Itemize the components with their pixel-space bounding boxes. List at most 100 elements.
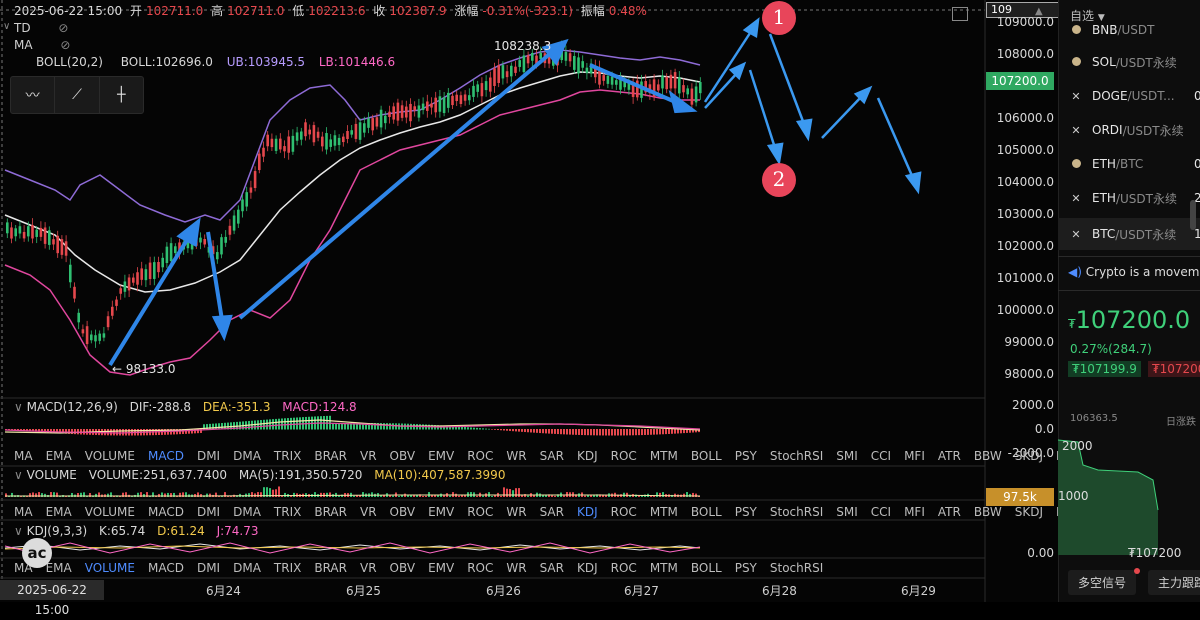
favorites-header[interactable]: 自选 ▼: [1070, 7, 1105, 24]
collapse-icon[interactable]: ∨: [14, 400, 23, 414]
indicator-tab[interactable]: StochRSI: [769, 561, 824, 575]
sidebar-scrollbar[interactable]: [1190, 200, 1196, 230]
indicator-tab[interactable]: MFI: [904, 505, 925, 519]
indicator-tab[interactable]: WR: [506, 505, 527, 519]
indicator-tab[interactable]: MTM: [649, 505, 678, 519]
chart-area[interactable]: [0, 0, 1058, 602]
collapse-icon[interactable]: ∨: [14, 524, 23, 538]
scroll-up-icon[interactable]: ▲: [1035, 6, 1043, 17]
watchlist-item[interactable]: BNB/USDT: [1058, 14, 1200, 46]
long-short-signal-button[interactable]: 多空信号: [1068, 570, 1137, 595]
indicator-tab[interactable]: MACD: [147, 561, 184, 575]
indicator-tab[interactable]: BRAR: [314, 505, 347, 519]
indicator-tab[interactable]: VOLUME: [84, 449, 135, 463]
indicator-tab[interactable]: BRAR: [314, 449, 347, 463]
indicator-tab[interactable]: ROC: [610, 505, 637, 519]
indicator-tab[interactable]: StochRSI: [769, 449, 824, 463]
collapse-icon[interactable]: ∨: [14, 468, 23, 482]
indicator-tab[interactable]: DMI: [196, 449, 221, 463]
indicator-tab[interactable]: BOLL: [690, 505, 722, 519]
indicator-tab[interactable]: DMI: [196, 561, 221, 575]
indicator-tab[interactable]: EMV: [428, 449, 455, 463]
macd-bar: [659, 429, 661, 435]
indicator-tab[interactable]: EMV: [428, 505, 455, 519]
indicator-tab[interactable]: PSY: [734, 561, 757, 575]
collapse-icon[interactable]: ∨: [3, 21, 11, 32]
indicator-tab[interactable]: SAR: [539, 449, 564, 463]
watchlist-item[interactable]: ✕ ORDI/USDT永续: [1058, 114, 1200, 146]
ma-overlay[interactable]: MA ⊘: [14, 38, 70, 52]
indicator-tab[interactable]: SAR: [539, 505, 564, 519]
indicator-tab[interactable]: DMA: [233, 561, 261, 575]
indicator-tab[interactable]: EMA: [45, 561, 72, 575]
fullscreen-icon[interactable]: [952, 7, 968, 21]
indicator-tab[interactable]: OBV: [389, 505, 416, 519]
indicator-tab[interactable]: TRIX: [273, 449, 302, 463]
indicator-tab[interactable]: MTM: [649, 561, 678, 575]
trendline-tool-icon[interactable]: ⟋: [55, 77, 100, 113]
indicator-tab[interactable]: BOLL: [690, 449, 722, 463]
indicator-tab[interactable]: MFI: [904, 449, 925, 463]
indicator-tab[interactable]: PSY: [734, 505, 757, 519]
indicator-tab[interactable]: DMA: [233, 449, 261, 463]
indicator-tab[interactable]: VR: [359, 505, 377, 519]
indicator-tab[interactable]: KDJ: [576, 449, 598, 463]
eye-hidden-icon[interactable]: ⊘: [58, 21, 69, 35]
indicator-tab[interactable]: ROC: [610, 561, 637, 575]
indicator-tab[interactable]: KDJ: [576, 561, 598, 575]
indicator-tab[interactable]: WR: [506, 561, 527, 575]
indicator-tab[interactable]: EMV: [428, 561, 455, 575]
td-overlay[interactable]: TD ⊘: [14, 21, 68, 35]
indicator-tab[interactable]: CCI: [870, 505, 892, 519]
indicator-tab[interactable]: CCI: [870, 449, 892, 463]
indicator-tab[interactable]: TRIX: [273, 505, 302, 519]
indicator-tab[interactable]: BBW: [973, 449, 1002, 463]
indicator-tab[interactable]: ROC: [467, 449, 494, 463]
wave-tool-icon[interactable]: 〰: [11, 77, 56, 113]
indicator-tab[interactable]: EMA: [45, 505, 72, 519]
indicator-tab[interactable]: KDJ: [576, 505, 598, 519]
indicator-tab[interactable]: MACD: [147, 505, 184, 519]
indicator-tab[interactable]: BRAR: [314, 561, 347, 575]
indicator-tab[interactable]: BBW: [973, 505, 1002, 519]
macd-bar: [569, 429, 571, 435]
indicator-tab[interactable]: SMI: [836, 505, 858, 519]
watchlist-item[interactable]: SOL/USDT永续: [1058, 46, 1200, 78]
horizontal-line-tool-icon[interactable]: ┼: [117, 87, 126, 103]
main-tracking-button[interactable]: 主力跟踪: [1148, 570, 1200, 595]
indicator-tab[interactable]: OBV: [389, 449, 416, 463]
indicator-tab[interactable]: MA: [14, 449, 33, 463]
indicator-tab[interactable]: SKDJ: [1014, 505, 1043, 519]
watchlist-item[interactable]: ETH/BTC 0: [1058, 148, 1200, 180]
indicator-tab[interactable]: VOLUME: [84, 561, 135, 575]
indicator-tab[interactable]: BOLL: [690, 561, 722, 575]
chart-canvas[interactable]: [0, 0, 1058, 602]
indicator-tab[interactable]: SMI: [836, 449, 858, 463]
indicator-tab[interactable]: ATR: [937, 449, 961, 463]
watchlist-item[interactable]: ✕ BTC/USDT永续 10: [1058, 218, 1200, 250]
watchlist-item[interactable]: ✕ DOGE/USDT... 0: [1058, 80, 1200, 112]
indicator-tab[interactable]: PSY: [734, 449, 757, 463]
indicator-tab[interactable]: DMA: [233, 505, 261, 519]
indicator-tab[interactable]: SAR: [539, 561, 564, 575]
indicator-tab[interactable]: StochRSI: [769, 505, 824, 519]
indicator-tab[interactable]: TRIX: [273, 561, 302, 575]
indicator-tab[interactable]: OBV: [389, 561, 416, 575]
indicator-tab[interactable]: VOLUME: [84, 505, 135, 519]
indicator-tab[interactable]: EMA: [45, 449, 72, 463]
indicator-tab[interactable]: VR: [359, 449, 377, 463]
watchlist-item[interactable]: ✕ ETH/USDT永续 2: [1058, 182, 1200, 214]
indicator-tab[interactable]: ROC: [467, 561, 494, 575]
eye-hidden-icon[interactable]: ⊘: [60, 38, 71, 52]
indicator-tab[interactable]: SKDJ: [1014, 449, 1043, 463]
indicator-tab[interactable]: ROC: [467, 505, 494, 519]
indicator-tab[interactable]: MA: [14, 505, 33, 519]
indicator-tab[interactable]: MACD: [147, 449, 184, 463]
indicator-tab[interactable]: DMI: [196, 505, 221, 519]
indicator-tab[interactable]: MTM: [649, 449, 678, 463]
indicator-tab[interactable]: ROC: [610, 449, 637, 463]
indicator-tab[interactable]: WR: [506, 449, 527, 463]
indicator-tab[interactable]: VR: [359, 561, 377, 575]
news-ticker[interactable]: ◀) Crypto is a moveme: [1068, 265, 1200, 279]
indicator-tab[interactable]: ATR: [937, 505, 961, 519]
